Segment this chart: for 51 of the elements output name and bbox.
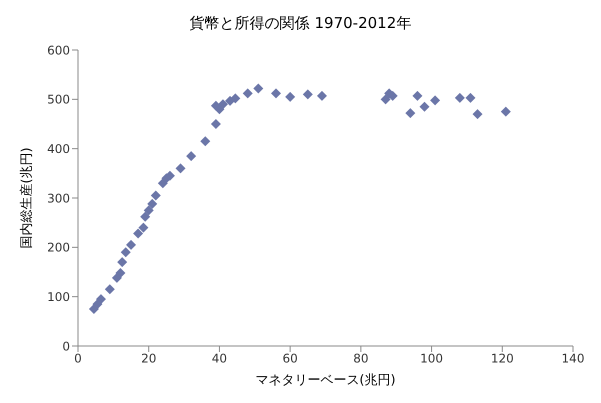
point (316, 90, 327, 101)
point (405, 108, 416, 118)
y-tick-label: 0 (62, 339, 70, 354)
point (115, 268, 126, 278)
point (472, 109, 483, 120)
y-tick-label: 100 (47, 290, 70, 304)
point (271, 88, 281, 98)
point (126, 240, 136, 250)
x-tick-label: 60 (282, 352, 298, 366)
point (500, 106, 511, 117)
x-axis-title: マネタリーベース(兆円) (255, 373, 396, 388)
x-tick-label: 140 (562, 352, 584, 366)
chart-title: 貨幣と所得の関係 1970-2012年 (188, 13, 412, 34)
point (210, 119, 221, 129)
x-tick-label: 100 (420, 352, 444, 366)
point (150, 190, 161, 201)
point (96, 294, 106, 304)
point (200, 136, 210, 146)
point (186, 151, 196, 162)
point (302, 89, 313, 100)
point (140, 212, 150, 222)
y-axis-title: 国内総生産(兆円) (18, 147, 35, 249)
y-tick-label: 300 (47, 191, 70, 206)
x-tick-label: 20 (141, 352, 156, 366)
y-tick-label: 400 (47, 142, 70, 156)
point (242, 88, 253, 98)
point (120, 247, 131, 258)
point (144, 205, 154, 216)
point (420, 102, 430, 112)
point (147, 198, 158, 209)
y-tick-label: 500 (47, 92, 70, 107)
point (412, 90, 422, 101)
point (176, 163, 186, 174)
point (380, 94, 391, 104)
y-tick-label: 200 (47, 240, 70, 255)
point (230, 93, 240, 104)
x-tick-label: 40 (212, 352, 228, 366)
point (454, 92, 465, 103)
point (430, 95, 440, 106)
point (253, 83, 264, 94)
point (465, 92, 476, 103)
x-tick-label: 80 (353, 352, 368, 366)
point (138, 222, 148, 233)
x-tick-label: 120 (490, 352, 514, 366)
point (133, 228, 144, 239)
point (104, 284, 115, 294)
x-tick-label: 0 (74, 352, 82, 366)
point (285, 92, 296, 102)
point (218, 99, 228, 110)
point (117, 257, 128, 268)
y-tick-label: 600 (47, 43, 70, 58)
